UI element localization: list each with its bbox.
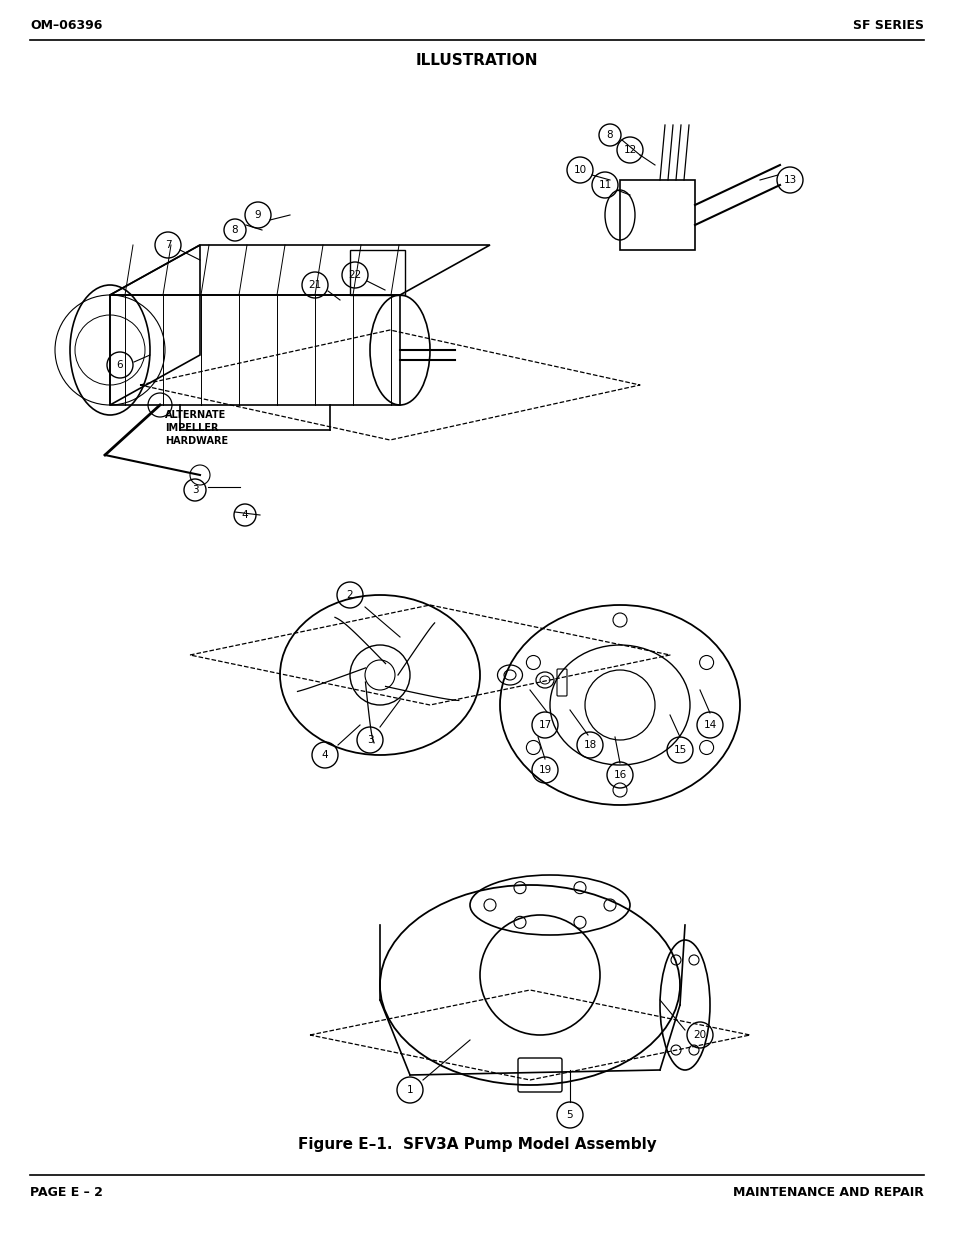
Text: 6: 6 — [116, 359, 123, 370]
Text: MAINTENANCE AND REPAIR: MAINTENANCE AND REPAIR — [732, 1187, 923, 1199]
Text: 3: 3 — [192, 485, 198, 495]
Text: 17: 17 — [537, 720, 551, 730]
Text: 9: 9 — [254, 210, 261, 220]
Text: ALTERNATE
IMPELLER
HARDWARE: ALTERNATE IMPELLER HARDWARE — [165, 410, 228, 446]
Text: 3: 3 — [366, 735, 373, 745]
Text: 1: 1 — [406, 1086, 413, 1095]
Text: 18: 18 — [583, 740, 596, 750]
Text: 13: 13 — [782, 175, 796, 185]
Text: 15: 15 — [673, 745, 686, 755]
Text: 8: 8 — [232, 225, 238, 235]
Text: 12: 12 — [622, 144, 636, 156]
Text: 10: 10 — [573, 165, 586, 175]
Text: 4: 4 — [321, 750, 328, 760]
Text: ILLUSTRATION: ILLUSTRATION — [416, 53, 537, 68]
Text: 14: 14 — [702, 720, 716, 730]
Text: 2: 2 — [346, 590, 353, 600]
Text: 5: 5 — [566, 1110, 573, 1120]
Text: 22: 22 — [348, 270, 361, 280]
Text: 20: 20 — [693, 1030, 706, 1040]
Text: 11: 11 — [598, 180, 611, 190]
Text: 4: 4 — [241, 510, 248, 520]
Text: SF SERIES: SF SERIES — [852, 19, 923, 32]
Text: 21: 21 — [308, 280, 321, 290]
Text: Figure E–1.  SFV3A Pump Model Assembly: Figure E–1. SFV3A Pump Model Assembly — [297, 1137, 656, 1152]
Text: 16: 16 — [613, 769, 626, 781]
Text: 7: 7 — [165, 240, 172, 249]
Text: PAGE E – 2: PAGE E – 2 — [30, 1187, 103, 1199]
Text: 19: 19 — [537, 764, 551, 776]
Text: 8: 8 — [606, 130, 613, 140]
Text: OM–06396: OM–06396 — [30, 19, 102, 32]
